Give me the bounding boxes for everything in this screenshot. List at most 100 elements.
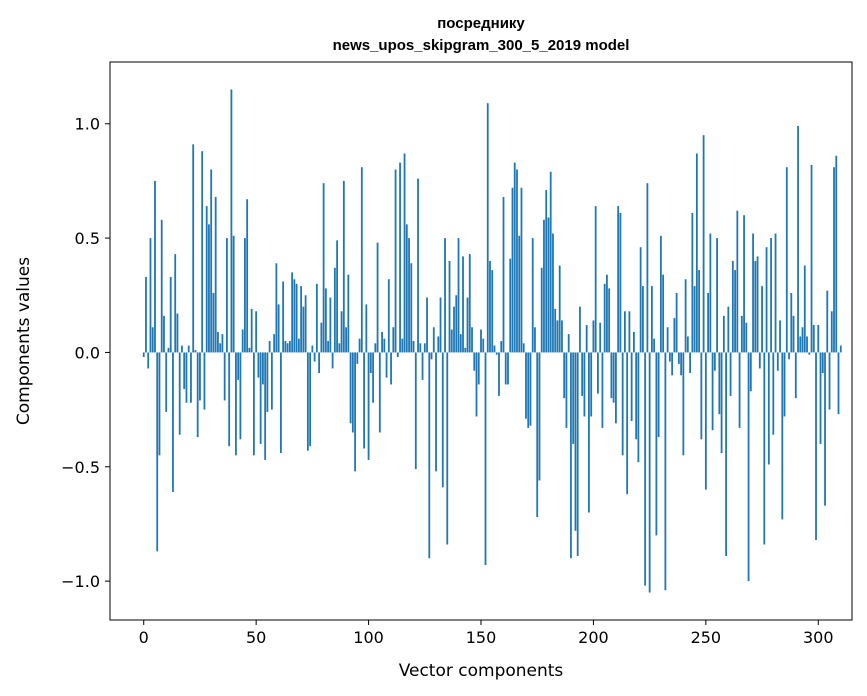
bar-188: [565, 352, 568, 428]
bar-248: [700, 352, 703, 440]
bar-237: [675, 292, 678, 353]
bar-244: [691, 212, 694, 353]
bar-247: [698, 270, 700, 353]
bar-38: [228, 352, 231, 447]
bar-176: [538, 352, 541, 481]
bar-287: [788, 352, 790, 360]
bar-72: [304, 295, 307, 353]
bar-7: [158, 352, 161, 456]
bar-119: [410, 263, 413, 353]
bar-116: [403, 153, 406, 353]
bar-0: [142, 352, 145, 357]
bar-273: [756, 256, 759, 353]
bar-29: [208, 224, 210, 353]
bar-202: [597, 352, 599, 394]
bar-252: [709, 233, 712, 353]
bar-164: [511, 187, 514, 353]
bar-194: [579, 306, 581, 353]
bar-95: [356, 352, 359, 364]
bar-270: [749, 352, 752, 392]
bar-175: [536, 352, 539, 518]
bar-278: [767, 352, 770, 465]
bar-274: [758, 352, 761, 369]
bar-128: [430, 352, 433, 360]
bar-282: [776, 352, 779, 371]
bar-53: [262, 352, 264, 385]
bar-199: [590, 352, 593, 417]
bar-230: [659, 235, 662, 353]
bar-201: [594, 206, 597, 353]
bar-145: [468, 254, 471, 353]
bar-285: [783, 352, 786, 417]
bar-170: [525, 352, 527, 419]
bar-122: [417, 178, 419, 353]
bar-133: [441, 352, 444, 488]
bar-246: [695, 153, 698, 353]
bar-197: [585, 324, 588, 353]
bar-160: [502, 196, 505, 353]
bar-171: [527, 352, 530, 428]
bar-6: [156, 352, 159, 552]
bar-110: [390, 352, 392, 385]
bar-280: [772, 352, 775, 435]
y-axis-ticks: −1.0 −0.5 0.0 0.5 1.0: [61, 115, 110, 591]
bar-173: [531, 238, 534, 353]
bar-36: [223, 352, 226, 401]
bar-228: [655, 352, 658, 536]
bar-112: [394, 169, 397, 353]
x-tick-label: 150: [466, 628, 497, 647]
bar-5: [154, 180, 156, 353]
bar-213: [621, 352, 624, 456]
bar-304: [826, 290, 829, 353]
bar-118: [408, 238, 410, 353]
bar-297: [810, 164, 813, 353]
bar-39: [230, 89, 233, 353]
bar-265: [738, 352, 741, 428]
bar-144: [466, 297, 469, 353]
bar-257: [720, 352, 723, 454]
bar-79: [320, 322, 323, 353]
bar-150: [480, 329, 482, 353]
bar-147: [473, 352, 476, 371]
bar-89: [342, 180, 345, 353]
bar-187: [563, 352, 566, 399]
bar-195: [581, 352, 584, 396]
bar-222: [641, 286, 644, 353]
bar-103: [374, 343, 377, 353]
chart-title-line-1: посреднику: [437, 15, 525, 32]
bar-55: [266, 352, 269, 412]
bar-49: [253, 352, 255, 456]
bar-236: [673, 318, 676, 353]
bar-82: [327, 341, 329, 353]
chart-title-line-2: news_upos_skipgram_300_5_2019 model: [333, 37, 630, 54]
bar-204: [601, 352, 604, 428]
bar-51: [257, 352, 260, 378]
bar-233: [666, 327, 669, 353]
bar-212: [619, 212, 622, 353]
bar-208: [610, 352, 613, 399]
bar-100: [367, 352, 370, 460]
bar-1: [145, 276, 147, 353]
bar-75: [311, 345, 314, 353]
bar-24: [196, 352, 199, 438]
bar-142: [462, 256, 464, 353]
bar-91: [347, 274, 350, 353]
bar-294: [803, 265, 806, 353]
bar-299: [815, 352, 817, 540]
bar-227: [653, 338, 656, 353]
bar-229: [657, 352, 660, 438]
bar-126: [426, 297, 428, 353]
bar-93: [351, 352, 354, 433]
bar-12: [169, 276, 172, 353]
bar-20: [187, 345, 190, 353]
bar-238: [677, 352, 680, 364]
bar-264: [736, 210, 739, 353]
bar-97: [360, 167, 363, 353]
x-tick-label: 200: [578, 628, 609, 647]
bar-286: [785, 167, 788, 353]
y-tick-label: −0.5: [61, 458, 100, 477]
bar-231: [662, 274, 665, 353]
bar-196: [583, 352, 586, 417]
bar-211: [617, 206, 620, 353]
bar-305: [828, 352, 831, 410]
